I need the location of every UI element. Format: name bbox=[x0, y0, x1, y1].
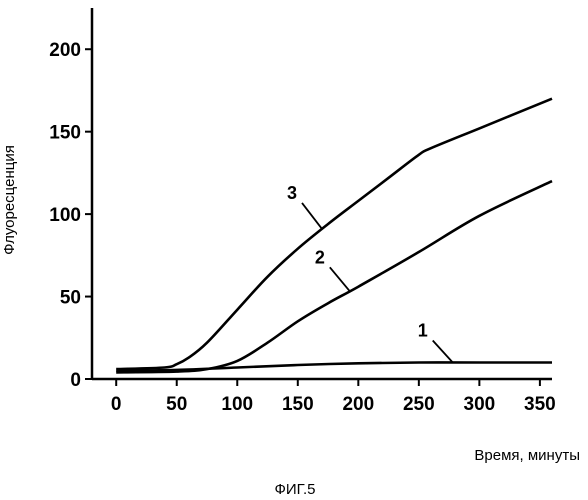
x-tick-label: 250 bbox=[403, 394, 435, 415]
x-axis-title: Время, минуты bbox=[474, 447, 580, 464]
y-tick-label: 100 bbox=[49, 205, 81, 226]
series-line-1 bbox=[116, 362, 552, 370]
x-tick-label: 200 bbox=[342, 394, 374, 415]
axes: 0 50 100 150 200 0 50 100 150 200 250 300 350 bbox=[49, 8, 555, 415]
leader-line-1 bbox=[433, 341, 453, 363]
y-tick-label: 200 bbox=[49, 40, 81, 61]
curve-label-1: 1 bbox=[418, 321, 428, 341]
y-tick-label: 50 bbox=[60, 288, 81, 309]
leader-line-3 bbox=[302, 203, 322, 229]
y-tick-label: 0 bbox=[70, 370, 81, 391]
figure-caption: ФИГ.5 bbox=[275, 481, 316, 498]
curves bbox=[116, 99, 552, 373]
x-tick-label: 0 bbox=[111, 394, 122, 415]
x-tick-label: 100 bbox=[221, 394, 253, 415]
y-axis-title: Флуоресценция bbox=[1, 145, 18, 255]
x-tick-label: 150 bbox=[282, 394, 314, 415]
x-tick-label: 300 bbox=[464, 394, 496, 415]
y-tick-label: 150 bbox=[49, 123, 81, 144]
series-line-2 bbox=[116, 181, 552, 372]
x-tick-label: 50 bbox=[166, 394, 187, 415]
curve-labels: 1 2 3 bbox=[287, 183, 453, 363]
x-tick-label: 350 bbox=[524, 394, 556, 415]
series-line-3 bbox=[116, 99, 552, 369]
curve-label-2: 2 bbox=[315, 247, 325, 267]
leader-line-2 bbox=[330, 267, 350, 291]
curve-label-3: 3 bbox=[287, 183, 297, 203]
